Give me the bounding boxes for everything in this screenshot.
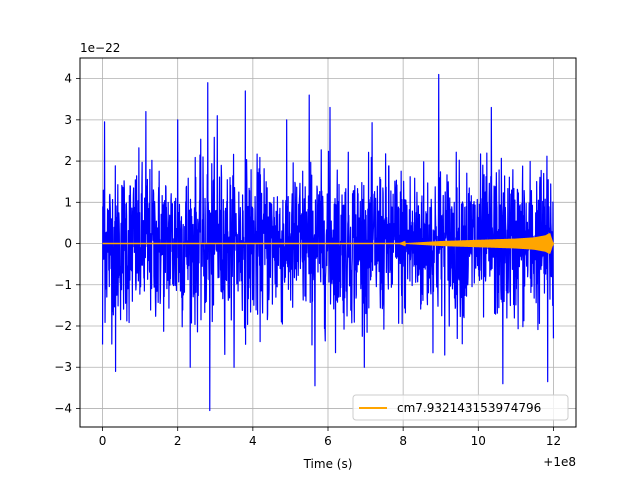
y-tick-label: −1	[54, 278, 72, 292]
x-tick-label: 6	[324, 434, 332, 448]
legend-label-series-2: cm7.932143153974796	[397, 401, 541, 415]
x-tick-label: 8	[399, 434, 407, 448]
y-tick-label: 1	[64, 195, 72, 209]
x-tick-label: 12	[546, 434, 561, 448]
y-scale-label: 1e−22	[80, 41, 120, 55]
y-tick-label: 4	[64, 72, 72, 86]
x-tick-label: 10	[471, 434, 486, 448]
y-tick-label: 2	[64, 154, 72, 168]
legend-box	[352, 394, 569, 421]
y-tick-label: −2	[54, 319, 72, 333]
x-offset-label: +1e8	[543, 455, 576, 469]
series-2-line	[102, 233, 555, 254]
y-axis-ticks: −4 −3 −2 −1 0 1 2 3 4	[54, 72, 80, 415]
y-tick-label: −4	[54, 401, 72, 415]
y-tick-label: 3	[64, 113, 72, 127]
x-tick-label: 4	[249, 434, 257, 448]
x-axis-label: Time (s)	[303, 457, 353, 471]
x-tick-label: 2	[174, 434, 182, 448]
y-tick-label: −3	[54, 360, 72, 374]
legend: cm7.932143153974796	[352, 394, 569, 421]
y-tick-label: 0	[64, 237, 72, 251]
x-axis-ticks: 0 2 4 6 8 10 12	[99, 427, 561, 448]
x-tick-label: 0	[99, 434, 107, 448]
